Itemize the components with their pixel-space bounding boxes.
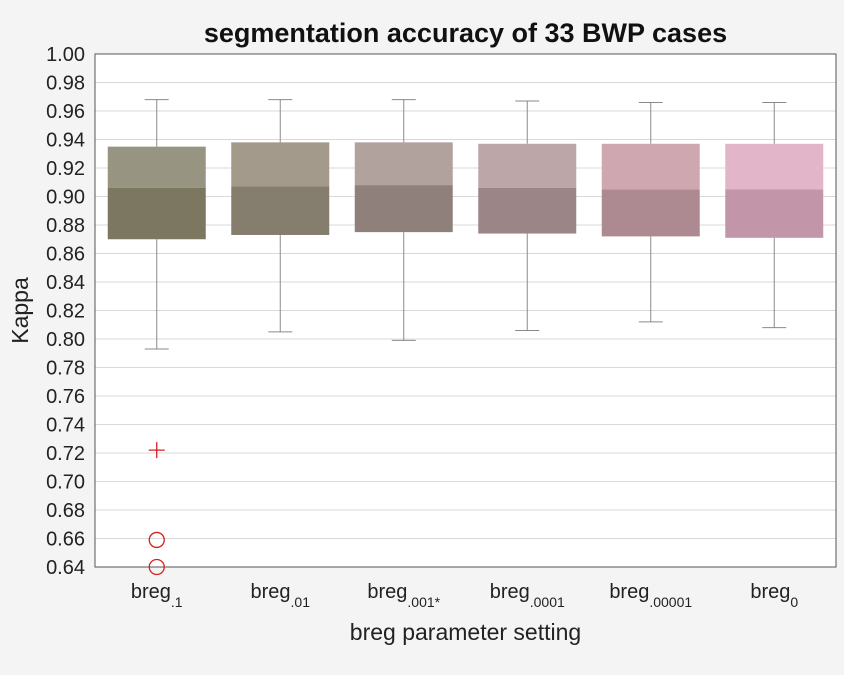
box-3: [354, 99, 453, 341]
y-tick-label: 1.00: [46, 44, 85, 66]
category-subscript: .001*: [407, 594, 440, 610]
category-base: breg: [251, 581, 291, 603]
y-tick-label: 0.72: [46, 443, 85, 465]
y-tick-label: 0.96: [46, 101, 85, 123]
category-base: breg: [750, 581, 790, 603]
category-subscript: .00001: [649, 594, 692, 610]
plot-border: [94, 53, 837, 568]
box-upper-quartile: [725, 143, 824, 190]
box-upper-quartile: [231, 142, 330, 187]
y-tick-label: 0.64: [46, 557, 85, 579]
chart-title: segmentation accuracy of 33 BWP cases: [204, 18, 727, 48]
box-upper-quartile: [478, 143, 577, 188]
x-category-label: breg.001*: [367, 581, 440, 610]
x-category-label: breg.01: [251, 581, 311, 610]
y-tick-label: 0.90: [46, 187, 85, 209]
category-base: breg: [131, 581, 171, 603]
x-axis-label: breg parameter setting: [350, 619, 581, 645]
box-lower-quartile: [107, 187, 206, 240]
category-base: breg: [367, 581, 407, 603]
box-series: [107, 99, 824, 576]
category-subscript: .01: [291, 594, 311, 610]
x-category-label: breg.0001: [490, 581, 565, 610]
outlier-plus: [148, 442, 165, 459]
category-base: breg: [609, 581, 649, 603]
box-upper-quartile: [354, 142, 453, 186]
y-tick-label: 0.86: [46, 244, 85, 266]
box-4: [478, 100, 577, 331]
box-2: [231, 99, 330, 333]
y-tick-label: 0.92: [46, 158, 85, 180]
box-lower-quartile: [725, 189, 824, 238]
y-tick-label: 0.68: [46, 500, 85, 522]
y-tick-label: 0.88: [46, 215, 85, 237]
category-subscript: 0: [790, 594, 798, 610]
y-tick-label: 0.66: [46, 529, 85, 551]
y-tick-label: 0.82: [46, 301, 85, 323]
outlier-circle: [148, 531, 165, 549]
y-tick-label: 0.78: [46, 358, 85, 380]
y-axis-ticks: 0.64 0.66 0.68 0.70 0.72 0.74 0.76 0.78 0.80 0.82…: [46, 44, 85, 579]
outlier-circle: [148, 558, 165, 576]
y-tick-label: 0.76: [46, 386, 85, 408]
grid-lines: [95, 53, 836, 568]
x-category-label: breg.00001: [609, 581, 692, 610]
y-tick-label: 0.98: [46, 73, 85, 95]
box-upper-quartile: [601, 143, 700, 190]
box-lower-quartile: [601, 189, 700, 237]
plot-area: [94, 53, 837, 568]
y-tick-label: 0.74: [46, 415, 85, 437]
category-base: breg: [490, 581, 530, 603]
category-subscript: .1: [171, 594, 183, 610]
x-category-label: breg0: [750, 581, 798, 610]
box-5: [601, 101, 700, 323]
x-category-label: breg.1: [131, 581, 183, 610]
y-tick-label: 0.70: [46, 472, 85, 494]
box-lower-quartile: [231, 186, 330, 235]
box-6: [725, 101, 824, 329]
y-axis-label: Kappa: [7, 277, 33, 344]
y-tick-label: 0.80: [46, 329, 85, 351]
box-1: [107, 99, 206, 576]
box-lower-quartile: [478, 187, 577, 234]
x-axis-categories: breg.1 breg.01 breg.001* breg.0001 breg.0000…: [131, 581, 798, 610]
box-upper-quartile: [107, 146, 206, 188]
box-lower-quartile: [354, 185, 453, 233]
category-subscript: .0001: [530, 594, 565, 610]
y-tick-label: 0.94: [46, 130, 85, 152]
y-tick-label: 0.84: [46, 272, 85, 294]
